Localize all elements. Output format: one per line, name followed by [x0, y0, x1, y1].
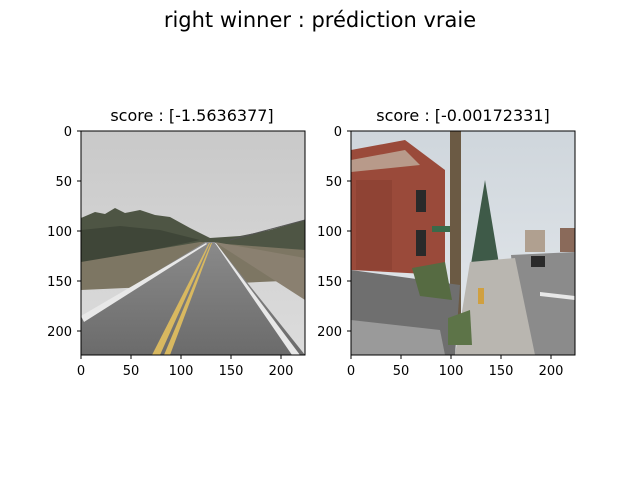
right-panel-title: score : [-0.00172331] [376, 106, 550, 125]
y-tick-label: 50 [325, 175, 342, 190]
right-x-ticks: 0 50 100 150 200 [347, 355, 564, 379]
left-panel-title: score : [-1.5636377] [110, 106, 274, 125]
x-tick-label: 50 [123, 364, 140, 379]
y-tick-label: 150 [317, 275, 342, 290]
y-tick-label: 0 [64, 125, 72, 140]
x-tick-label: 0 [77, 364, 85, 379]
left-axes-frame [80, 130, 306, 356]
x-tick-label: 150 [219, 364, 244, 379]
x-tick-label: 0 [347, 364, 355, 379]
urban-street-photo [351, 131, 575, 355]
y-tick-label: 100 [47, 225, 72, 240]
right-y-ticks: 0 50 100 150 200 [317, 125, 351, 340]
right-axes-frame [350, 130, 576, 356]
x-tick-label: 200 [539, 364, 564, 379]
x-tick-label: 100 [439, 364, 464, 379]
y-tick-label: 200 [47, 325, 72, 340]
y-tick-label: 200 [317, 325, 342, 340]
x-tick-label: 200 [269, 364, 294, 379]
x-tick-label: 100 [169, 364, 194, 379]
y-tick-label: 150 [47, 275, 72, 290]
x-tick-label: 50 [393, 364, 410, 379]
y-tick-label: 50 [55, 175, 72, 190]
left-y-ticks: 0 50 100 150 200 [47, 125, 81, 340]
y-tick-label: 0 [334, 125, 342, 140]
x-tick-label: 150 [489, 364, 514, 379]
figure-title: right winner : prédiction vraie [163, 8, 477, 32]
left-x-ticks: 0 50 100 150 200 [77, 355, 294, 379]
y-tick-label: 100 [317, 225, 342, 240]
rural-road-photo [81, 131, 305, 355]
